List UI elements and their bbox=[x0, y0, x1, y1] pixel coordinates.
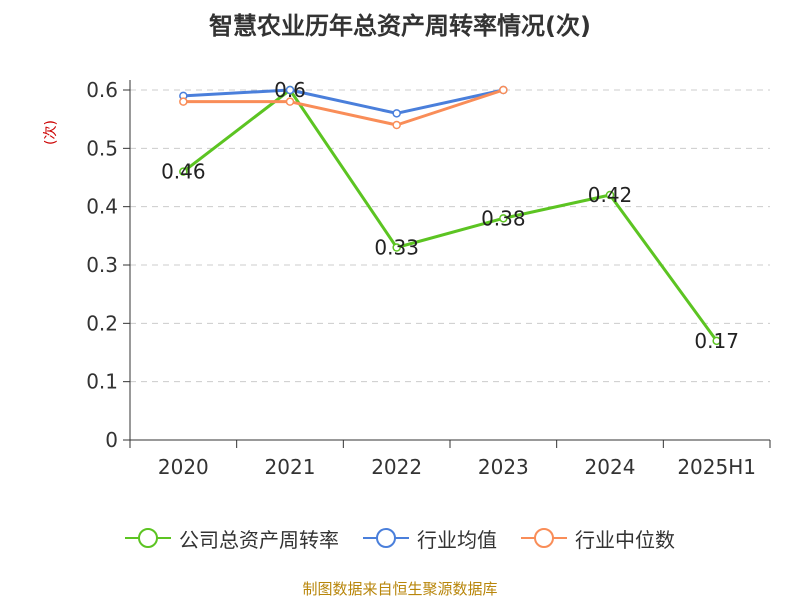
y-tick-label: 0.2 bbox=[86, 311, 118, 335]
y-tick-label: 0.6 bbox=[86, 78, 118, 102]
data-point bbox=[499, 85, 508, 95]
series-line bbox=[183, 88, 504, 127]
data-label: 0.33 bbox=[374, 236, 419, 260]
x-tick-label: 2025H1 bbox=[677, 455, 756, 479]
x-tick-label: 2023 bbox=[478, 455, 529, 479]
axes: 0 0.1 0.2 0.3 0.4 0.5 0.6 2020 2021 2022 2023 2024 2… bbox=[86, 78, 771, 479]
x-tick-label: 2021 bbox=[265, 455, 316, 479]
data-point bbox=[712, 336, 721, 346]
data-point bbox=[499, 214, 508, 223]
series-line bbox=[182, 88, 718, 342]
legend-item[interactable]: 行业中位数 bbox=[521, 524, 675, 553]
data-point bbox=[285, 85, 295, 95]
series-lines bbox=[179, 85, 721, 346]
legend-swatch bbox=[363, 528, 409, 548]
data-point bbox=[392, 243, 401, 252]
data-point bbox=[179, 167, 188, 176]
legend-item[interactable]: 行业均值 bbox=[363, 524, 497, 553]
legend-label: 行业中位数 bbox=[575, 527, 675, 552]
legend: 公司总资产周转率 行业均值 行业中位数 bbox=[0, 520, 800, 556]
grid-lines bbox=[130, 89, 770, 383]
series-line bbox=[183, 88, 504, 115]
y-tick-label: 0.4 bbox=[86, 195, 118, 219]
legend-label: 行业均值 bbox=[417, 527, 497, 552]
legend-label: 公司总资产周转率 bbox=[179, 527, 339, 552]
data-label: 0.42 bbox=[588, 183, 633, 207]
x-tick-label: 2022 bbox=[371, 455, 422, 479]
x-tick-label: 2020 bbox=[158, 455, 209, 479]
y-tick-label: 0 bbox=[105, 428, 118, 452]
data-point bbox=[179, 97, 188, 106]
data-label: 0.46 bbox=[161, 160, 206, 184]
data-point bbox=[392, 109, 401, 118]
y-tick-label: 0.3 bbox=[86, 253, 118, 277]
legend-item[interactable]: 公司总资产周转率 bbox=[125, 524, 339, 553]
y-tick-label: 0.5 bbox=[86, 136, 118, 160]
data-point bbox=[392, 120, 401, 130]
data-point bbox=[285, 97, 295, 106]
x-tick-label: 2024 bbox=[585, 455, 636, 479]
legend-swatch bbox=[125, 528, 171, 548]
chart-title: 智慧农业历年总资产周转率情况(次) bbox=[209, 12, 591, 40]
data-label: 0.38 bbox=[481, 206, 526, 230]
y-tick-label: 0.1 bbox=[86, 370, 118, 394]
data-label: 0.6 bbox=[274, 78, 306, 102]
data-label: 0.17 bbox=[694, 329, 739, 353]
source-note: 制图数据来自恒生聚源数据库 bbox=[302, 580, 498, 598]
data-labels: 0.46 0.6 0.33 0.38 0.42 0.17 bbox=[161, 78, 739, 353]
legend-swatch bbox=[521, 528, 567, 548]
data-point bbox=[605, 190, 615, 200]
